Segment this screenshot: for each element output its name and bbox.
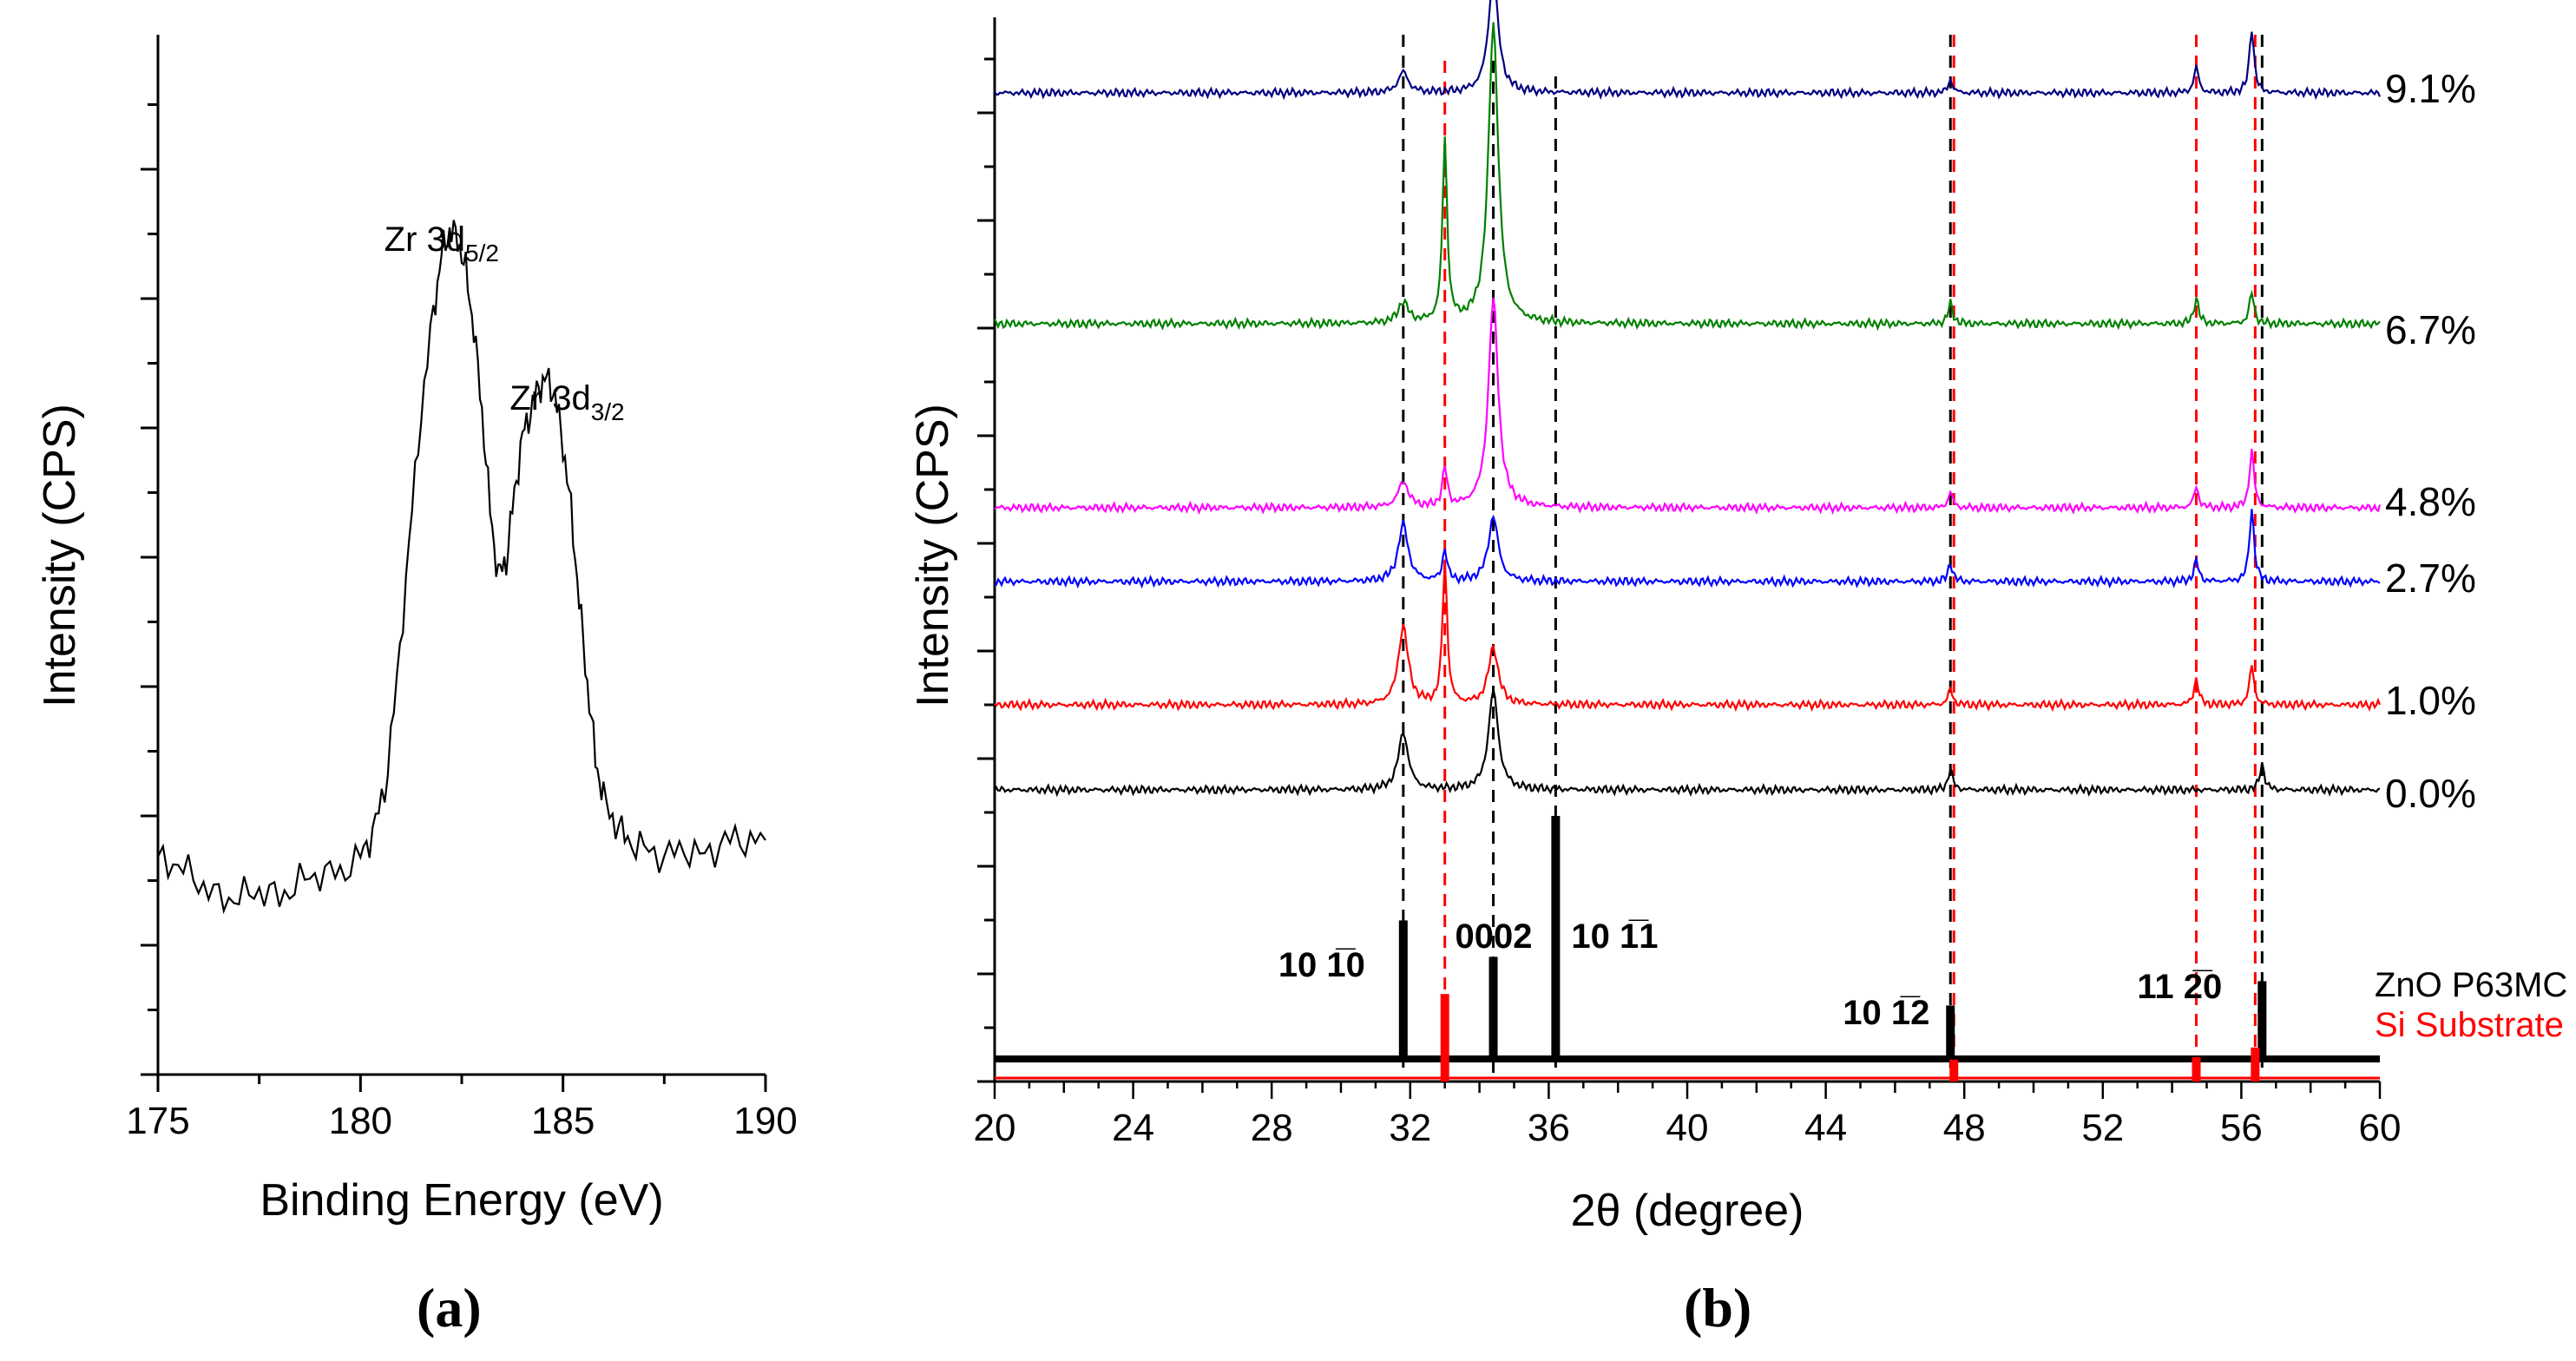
annotation-sub: 5/2 <box>465 240 499 266</box>
panel-b-x-tick-label: 52 <box>2081 1107 2124 1149</box>
annotation-sub: 3/2 <box>591 398 625 425</box>
panel-b-si-stick <box>2192 1057 2201 1082</box>
panel-b-hkl-label: 10 1̅2 <box>1843 994 1929 1032</box>
panel-a-y-axis-label: Intensity (CPS) <box>35 404 85 707</box>
panel-b-x-tick-label: 28 <box>1251 1107 1293 1149</box>
panel-b-zno-stick <box>1488 957 1498 1059</box>
panel-b-series-line <box>994 0 2382 101</box>
panel-b-x-tick-label: 36 <box>1528 1107 1570 1149</box>
panel-a-peak-annotation: Zr 3d3/2 <box>509 379 624 425</box>
panel-b-series-label: 6.7% <box>2385 307 2476 352</box>
panel-b-series-line <box>994 689 2381 798</box>
panel-a-x-tick-label: 185 <box>531 1100 595 1142</box>
panel-b-legend-zno: ZnO P63MC <box>2375 966 2567 1004</box>
panel-b-series-label: 1.0% <box>2385 678 2476 723</box>
annotation-main: Zr 3d <box>384 220 465 259</box>
panel-a-series-line <box>157 220 766 915</box>
panel-a-annotations: Zr 3d5/2Zr 3d3/2 <box>384 220 625 425</box>
panel-a-x-tick-label: 190 <box>733 1100 797 1142</box>
panel-b-legend-si: Si Substrate <box>2375 1006 2564 1044</box>
panel-b-x-tick-labels: 20 24 28 32 36 40 44 48 52 56 60 <box>974 1107 2402 1149</box>
panel-b-reference-sticks <box>995 816 2380 1082</box>
panel-b-series-label: 4.8% <box>2385 479 2476 524</box>
panel-b-hkl-label: 11 2̅0 <box>2137 968 2222 1006</box>
panel-b-x-tick-label: 56 <box>2220 1107 2263 1149</box>
panel-a-y-ticks <box>141 103 158 1076</box>
panel-b-si-stick <box>1949 1059 1959 1082</box>
panel-a-xps-chart: 175 180 185 190 Zr 3d5/2Zr 3d3/2 Binding En… <box>35 35 798 1338</box>
panel-a-x-axis-label: Binding Energy (eV) <box>260 1175 663 1226</box>
panel-b-series-line <box>994 509 2381 589</box>
panel-b-x-ticks <box>993 1082 2382 1099</box>
panel-a-x-tick-label: 175 <box>126 1100 189 1142</box>
panel-b-zno-stick <box>1551 816 1561 1059</box>
panel-b-dashed-guides <box>1402 35 2264 1075</box>
panel-b-x-axis-label: 2θ (degree) <box>1571 1186 1804 1236</box>
panel-b-hkl-label: 10 1̅1 <box>1571 917 1658 956</box>
panel-b-series-labels: 0.0% 1.0% 2.7% 4.8% 6.7% 9.1% <box>2385 66 2476 816</box>
panel-b-y-ticks <box>977 57 995 1083</box>
panel-b-si-stick <box>1440 994 1449 1082</box>
panel-b-series <box>994 0 2382 798</box>
panel-a-peak-annotation: Zr 3d5/2 <box>384 220 499 266</box>
panel-b-hkl-label: 10 1̅0 <box>1278 946 1365 984</box>
panel-b-zno-stick <box>2257 981 2267 1059</box>
panel-b-label: (b) <box>1684 1277 1751 1338</box>
panel-b-x-tick-label: 24 <box>1112 1107 1154 1149</box>
panel-b-zno-stick <box>1398 920 1408 1059</box>
panel-b-series-line <box>994 22 2381 332</box>
panel-b-series-line <box>994 559 2382 713</box>
panel-b-hkl-labels: 10 1̅0 0002 10 1̅1 10 1̅2 11 2̅0 <box>1278 917 2222 1032</box>
panel-b-x-tick-label: 44 <box>1804 1107 1847 1149</box>
panel-b-series-line <box>994 297 2382 516</box>
panel-b-x-tick-label: 20 <box>974 1107 1016 1149</box>
panel-b-x-tick-label: 48 <box>1943 1107 1986 1149</box>
panel-a-x-ticks <box>156 1075 767 1092</box>
panel-a-label: (a) <box>417 1277 482 1338</box>
panel-b-x-tick-label: 40 <box>1666 1107 1709 1149</box>
panel-b-zno-stick <box>1946 1005 1955 1059</box>
panel-b-hkl-label: 0002 <box>1456 917 1533 956</box>
panel-b-series-label: 9.1% <box>2385 66 2476 111</box>
annotation-main: Zr 3d <box>509 379 590 418</box>
panel-b-series-label: 2.7% <box>2385 556 2476 601</box>
panel-b-y-axis-label: Intensity (CPS) <box>908 404 958 707</box>
panel-a-x-tick-labels: 175 180 185 190 <box>126 1100 797 1142</box>
panel-b-series-label: 0.0% <box>2385 771 2476 816</box>
panel-b-si-stick <box>2251 1047 2260 1082</box>
panel-b-x-tick-label: 32 <box>1389 1107 1431 1149</box>
panel-a-x-tick-label: 180 <box>329 1100 392 1142</box>
panel-b-x-tick-label: 60 <box>2359 1107 2402 1149</box>
